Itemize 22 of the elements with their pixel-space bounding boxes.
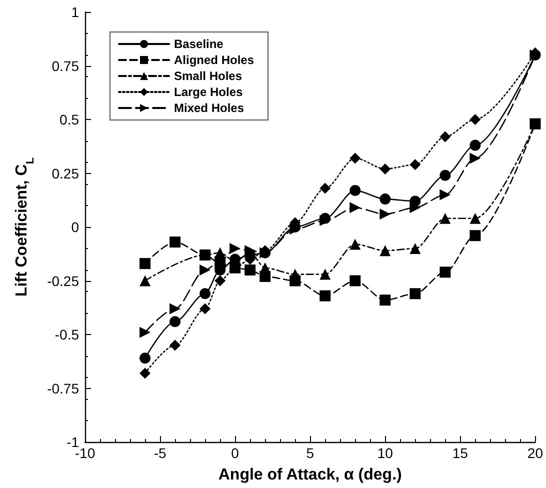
y-tick-label: 0.25 <box>52 165 80 182</box>
y-tick-label: 0.5 <box>60 112 80 128</box>
legend-label: Large Holes <box>174 85 244 99</box>
x-tick-label: 20 <box>527 445 544 461</box>
legend-label: Aligned Holes <box>174 53 254 67</box>
legend-label: Small Holes <box>174 69 242 83</box>
y-axis-title: Lift Coefficient, CL <box>14 157 36 297</box>
x-tick-label: 10 <box>377 445 394 461</box>
y-tick-label: 0 <box>71 219 80 235</box>
x-tick-label: -5 <box>154 445 166 461</box>
x-axis-title: Angle of Attack, α (deg.) <box>218 466 402 484</box>
x-tick-label: 0 <box>231 445 240 461</box>
y-tick-label: -1 <box>66 434 80 450</box>
legend-label: Baseline <box>174 37 224 51</box>
x-tick-label: 15 <box>452 445 468 461</box>
y-tick-label: 1 <box>71 4 80 20</box>
x-tick-label: 5 <box>306 445 314 461</box>
y-tick-label: 0.75 <box>52 58 80 74</box>
y-tick-label: -0.75 <box>47 380 80 396</box>
y-tick-label: -0.25 <box>47 272 80 289</box>
y-tick-label: -0.5 <box>54 326 80 342</box>
legend-label: Mixed Holes <box>174 101 244 115</box>
